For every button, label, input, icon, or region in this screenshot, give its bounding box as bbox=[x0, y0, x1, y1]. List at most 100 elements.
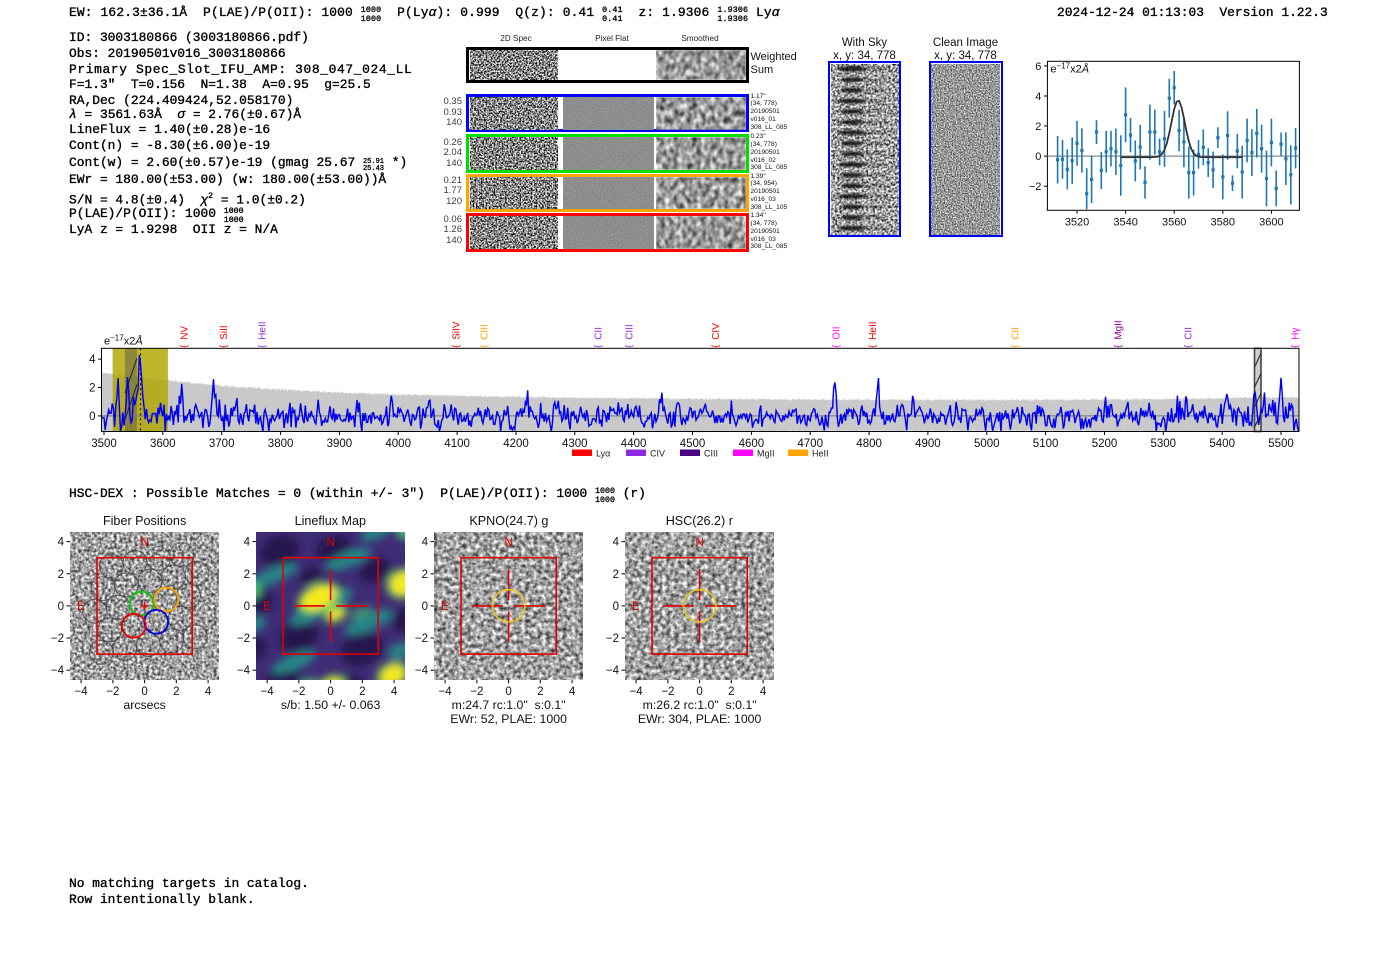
svg-text:0: 0 bbox=[89, 411, 95, 423]
svg-text:2: 2 bbox=[728, 686, 734, 698]
svg-text:2: 2 bbox=[422, 569, 428, 581]
svg-text:N: N bbox=[140, 537, 148, 549]
svg-text:4: 4 bbox=[243, 537, 250, 549]
svg-text:5200: 5200 bbox=[1092, 438, 1118, 450]
svg-text:0: 0 bbox=[243, 601, 249, 613]
svg-text:4500: 4500 bbox=[680, 438, 706, 450]
svg-text:e−17x2Å: e−17x2Å bbox=[104, 333, 143, 347]
svg-text:0: 0 bbox=[1035, 151, 1041, 163]
svg-text:{: { bbox=[710, 345, 720, 348]
svg-text:4900: 4900 bbox=[915, 438, 941, 450]
svg-text:{: { bbox=[450, 345, 460, 348]
svg-text:4: 4 bbox=[1035, 91, 1041, 103]
svg-text:0: 0 bbox=[141, 686, 147, 698]
svg-text:s/b: 1.50 +/- 0.063: s/b: 1.50 +/- 0.063 bbox=[281, 698, 381, 712]
svg-text:−2: −2 bbox=[661, 686, 674, 698]
svg-text:2: 2 bbox=[1035, 121, 1041, 133]
svg-text:3600: 3600 bbox=[150, 438, 176, 450]
svg-text:{: { bbox=[1112, 345, 1122, 348]
svg-text:0: 0 bbox=[422, 601, 428, 613]
svg-text:2: 2 bbox=[58, 569, 64, 581]
svg-text:−2: −2 bbox=[292, 686, 305, 698]
svg-text:4: 4 bbox=[205, 686, 212, 698]
svg-text:N: N bbox=[326, 537, 334, 549]
svg-text:3700: 3700 bbox=[209, 438, 235, 450]
svg-text:0: 0 bbox=[327, 686, 333, 698]
svg-text:−4: −4 bbox=[51, 666, 65, 678]
svg-text:{: { bbox=[1182, 345, 1192, 348]
svg-text:4: 4 bbox=[58, 537, 65, 549]
svg-text:3900: 3900 bbox=[327, 438, 353, 450]
svg-text:−4: −4 bbox=[75, 686, 89, 698]
svg-text:{: { bbox=[218, 345, 228, 348]
svg-text:E: E bbox=[263, 601, 271, 613]
svg-text:m:26.2 rc:1.0" s:0.1": m:26.2 rc:1.0" s:0.1" bbox=[642, 698, 756, 712]
svg-text:{: { bbox=[478, 345, 488, 348]
svg-text:Lyα: Lyα bbox=[596, 449, 610, 459]
svg-text:3520: 3520 bbox=[1065, 216, 1089, 228]
svg-text:OII: OII bbox=[831, 326, 842, 339]
svg-text:E: E bbox=[77, 601, 85, 613]
svg-text:E: E bbox=[441, 601, 449, 613]
svg-text:−4: −4 bbox=[606, 666, 620, 678]
svg-text:{: { bbox=[592, 345, 602, 348]
svg-text:CIII: CIII bbox=[479, 324, 490, 340]
svg-text:0: 0 bbox=[58, 601, 64, 613]
svg-text:−2: −2 bbox=[471, 686, 484, 698]
svg-text:4600: 4600 bbox=[739, 438, 765, 450]
svg-text:SiII: SiII bbox=[219, 325, 230, 339]
svg-text:0: 0 bbox=[506, 686, 512, 698]
svg-text:4: 4 bbox=[391, 686, 398, 698]
svg-text:HeII: HeII bbox=[868, 321, 879, 339]
svg-text:2: 2 bbox=[243, 569, 249, 581]
svg-text:HeII: HeII bbox=[812, 449, 829, 459]
svg-text:CIII: CIII bbox=[624, 324, 635, 340]
svg-text:0: 0 bbox=[696, 686, 702, 698]
svg-text:3580: 3580 bbox=[1211, 216, 1235, 228]
svg-text:CIV: CIV bbox=[650, 449, 665, 459]
svg-text:4300: 4300 bbox=[562, 438, 588, 450]
svg-text:EWr: 52, PLAE: 1000: EWr: 52, PLAE: 1000 bbox=[451, 712, 568, 726]
svg-text:arcsecs: arcsecs bbox=[123, 698, 165, 712]
svg-text:2: 2 bbox=[359, 686, 365, 698]
svg-text:−4: −4 bbox=[260, 686, 274, 698]
svg-text:3560: 3560 bbox=[1162, 216, 1186, 228]
svg-text:5000: 5000 bbox=[974, 438, 1000, 450]
svg-text:4: 4 bbox=[89, 354, 96, 366]
svg-text:Hγ: Hγ bbox=[1290, 328, 1301, 340]
svg-text:{: { bbox=[1289, 345, 1299, 348]
svg-text:{: { bbox=[830, 345, 840, 348]
svg-text:{: { bbox=[256, 345, 266, 348]
svg-text:3500: 3500 bbox=[91, 438, 117, 450]
svg-text:5100: 5100 bbox=[1033, 438, 1059, 450]
svg-text:4200: 4200 bbox=[503, 438, 529, 450]
svg-text:4: 4 bbox=[422, 537, 429, 549]
svg-text:{: { bbox=[178, 345, 188, 348]
svg-text:4800: 4800 bbox=[856, 438, 882, 450]
svg-text:4700: 4700 bbox=[797, 438, 823, 450]
svg-text:e−17x2Å: e−17x2Å bbox=[1050, 61, 1089, 75]
svg-text:4: 4 bbox=[760, 686, 767, 698]
svg-text:HeII: HeII bbox=[257, 321, 268, 339]
svg-text:−2: −2 bbox=[237, 633, 250, 645]
svg-text:5500: 5500 bbox=[1268, 438, 1294, 450]
svg-text:5400: 5400 bbox=[1209, 438, 1235, 450]
svg-text:N: N bbox=[505, 537, 513, 549]
svg-text:4: 4 bbox=[569, 686, 576, 698]
svg-text:−4: −4 bbox=[439, 686, 453, 698]
svg-text:6: 6 bbox=[1035, 61, 1041, 73]
svg-text:CII: CII bbox=[1183, 327, 1194, 340]
svg-text:CIII: CIII bbox=[704, 449, 718, 459]
svg-text:0: 0 bbox=[612, 601, 618, 613]
svg-text:4100: 4100 bbox=[444, 438, 470, 450]
svg-text:CII: CII bbox=[1010, 327, 1021, 340]
svg-text:5300: 5300 bbox=[1151, 438, 1177, 450]
svg-text:2: 2 bbox=[89, 383, 95, 395]
svg-text:−2: −2 bbox=[415, 633, 428, 645]
svg-text:4000: 4000 bbox=[385, 438, 411, 450]
svg-text:2: 2 bbox=[612, 569, 618, 581]
svg-text:4: 4 bbox=[612, 537, 619, 549]
svg-text:−4: −4 bbox=[415, 666, 429, 678]
svg-text:−2: −2 bbox=[1029, 181, 1042, 193]
svg-text:−4: −4 bbox=[629, 686, 643, 698]
